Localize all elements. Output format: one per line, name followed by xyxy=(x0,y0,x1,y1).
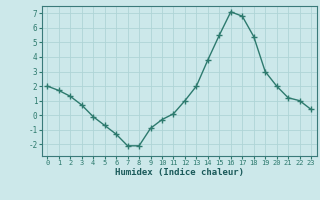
X-axis label: Humidex (Indice chaleur): Humidex (Indice chaleur) xyxy=(115,168,244,177)
